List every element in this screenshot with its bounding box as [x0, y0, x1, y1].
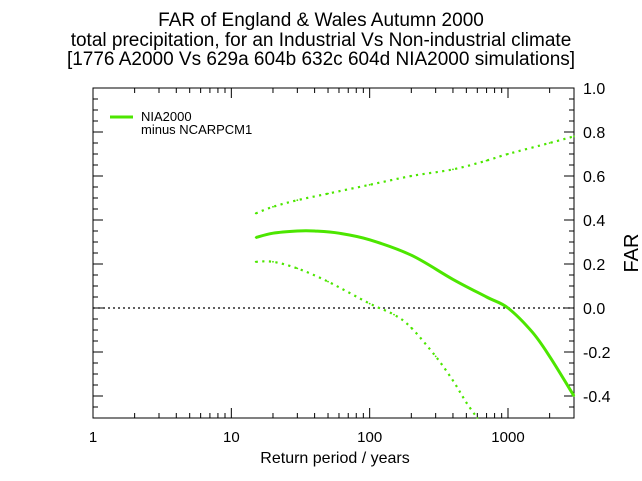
plot-frame — [92, 87, 575, 419]
chart-title-line-3: [1776 A2000 Vs 629a 604b 632c 604d NIA20… — [66, 49, 576, 70]
series-1-point — [272, 205, 274, 208]
series-1-point — [548, 142, 551, 144]
series-line-lower-bound — [255, 260, 479, 419]
chart-title-line-2: total precipitation, for an Industrial V… — [70, 30, 572, 51]
series-2-point — [368, 302, 371, 305]
legend-entry-1: NIA2000 — [141, 109, 192, 124]
series-0-point — [452, 278, 454, 281]
series-0-point — [368, 238, 371, 241]
series-2-point — [476, 417, 479, 419]
series-0-point — [272, 232, 274, 235]
series-2-point — [452, 379, 454, 382]
series-line-central — [255, 229, 576, 397]
y-tick-label: 0.4 — [583, 213, 605, 230]
series-layer — [254, 135, 576, 419]
series-0-point — [338, 232, 340, 235]
y-axis-ticks: 1.0 0.8 0.6 0.4 0.2 0.0 -0.2 -0.4 — [93, 81, 611, 419]
series-2-point — [327, 280, 329, 283]
series-2-point — [393, 313, 395, 316]
y-tick-label: 0.2 — [583, 257, 605, 274]
series-2-point — [465, 401, 468, 404]
legend-entry-2: minus NCARPCM1 — [141, 122, 252, 137]
series-1-point — [368, 183, 371, 186]
x-tick-label: 1 — [89, 429, 97, 446]
series-1-point — [485, 159, 488, 162]
chart-title-line-1: FAR of England & Wales Autumn 2000 — [158, 10, 484, 31]
y-tick-label: -0.2 — [583, 345, 611, 362]
y-tick-label: 1.0 — [583, 81, 605, 98]
x-axis-label: Return period / years — [260, 450, 409, 467]
series-0-point — [531, 331, 534, 334]
y-axis-label: FAR — [621, 234, 642, 273]
y-tick-label: 0.6 — [583, 169, 605, 186]
series-1-point — [452, 168, 454, 171]
series-1-point — [410, 175, 413, 177]
series-0-point — [296, 230, 299, 232]
series-0-point — [410, 254, 413, 257]
x-axis-ticks: 1 10 100 1000 — [89, 88, 575, 446]
series-0-point — [548, 355, 551, 358]
series-1-point — [507, 153, 509, 155]
y-tick-label: 0.0 — [583, 301, 605, 318]
series-1-point — [254, 212, 257, 215]
x-tick-label: 10 — [223, 429, 240, 446]
series-1-point — [327, 192, 329, 195]
series-0-point — [313, 230, 316, 232]
series-0-point — [507, 307, 509, 309]
y-tick-label: -0.4 — [583, 389, 611, 406]
x-tick-label: 100 — [357, 429, 382, 446]
series-line-upper-bound — [255, 135, 575, 215]
y-tick-label: 0.8 — [583, 125, 605, 142]
series-0-point — [485, 296, 488, 298]
series-2-point — [410, 326, 413, 329]
series-2-point — [254, 260, 257, 263]
series-0-point — [254, 236, 257, 239]
series-2-point — [434, 355, 437, 358]
series-2-point — [272, 260, 274, 263]
series-1-point — [296, 199, 299, 202]
series-2-point — [296, 267, 299, 270]
x-tick-label: 1000 — [491, 429, 524, 446]
series-1-point — [573, 135, 575, 138]
series-0-point — [573, 395, 575, 397]
